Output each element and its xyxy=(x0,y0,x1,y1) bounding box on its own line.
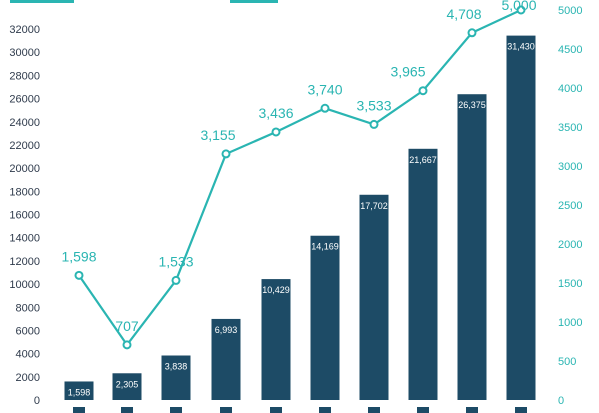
bar xyxy=(359,194,389,400)
x-axis-tick-mark xyxy=(368,407,380,413)
left-axis-tick-label: 20000 xyxy=(9,163,40,175)
bar xyxy=(261,279,291,400)
bar xyxy=(408,148,438,400)
bar-value-label: 14,169 xyxy=(311,242,339,252)
bar xyxy=(112,373,142,400)
x-axis-ticks xyxy=(73,407,527,413)
x-axis-tick-mark xyxy=(270,407,282,413)
bar-value-label: 1,598 xyxy=(68,387,91,397)
left-axis-tick-label: 0 xyxy=(34,395,40,407)
line-value-label: 1,533 xyxy=(158,253,193,269)
line-value-label: 5,000 xyxy=(501,0,536,13)
bar xyxy=(211,318,241,400)
left-axis-tick-label: 22000 xyxy=(9,140,40,152)
line-point xyxy=(320,103,330,113)
left-axis-tick-label: 18000 xyxy=(9,186,40,198)
x-axis-tick-mark xyxy=(319,407,331,413)
legend xyxy=(10,0,278,3)
line-point xyxy=(221,149,231,159)
bar xyxy=(506,35,536,401)
legend-swatch-line xyxy=(230,0,278,3)
line-point xyxy=(516,5,526,15)
bar-value-label: 31,430 xyxy=(507,42,535,52)
right-axis-tick-label: 1500 xyxy=(558,278,582,290)
bar-value-label: 3,838 xyxy=(165,362,188,372)
line-value-label: 707 xyxy=(115,318,139,334)
bar-series xyxy=(64,35,536,401)
line-point xyxy=(418,86,428,96)
right-axis-tick-label: 4000 xyxy=(558,83,582,95)
right-y-axis: 0 500 1000 1500 2000 2500 3000 3500 4000 4500 5000 xyxy=(558,5,582,407)
x-axis-tick-mark xyxy=(466,407,478,413)
bar-value-label: 2,305 xyxy=(116,379,139,389)
bar-value-label: 17,702 xyxy=(360,201,388,211)
right-axis-tick-label: 3500 xyxy=(558,122,582,134)
left-axis-tick-label: 4000 xyxy=(16,349,40,361)
line-value-label: 3,533 xyxy=(356,97,391,113)
left-axis-tick-label: 6000 xyxy=(16,325,40,337)
line-point xyxy=(369,119,379,129)
x-axis-tick-mark xyxy=(121,407,133,413)
left-axis-tick-label: 8000 xyxy=(16,302,40,314)
line-value-label: 3,436 xyxy=(258,105,293,121)
bar xyxy=(310,235,340,400)
line-point xyxy=(171,275,181,285)
left-axis-tick-label: 30000 xyxy=(9,47,40,59)
bar-value-label: 6,993 xyxy=(215,325,238,335)
x-axis-tick-mark xyxy=(73,407,85,413)
right-axis-tick-label: 5000 xyxy=(558,5,582,17)
left-axis-tick-label: 28000 xyxy=(9,70,40,82)
x-axis-tick-mark xyxy=(515,407,527,413)
line-value-label: 3,965 xyxy=(390,64,425,80)
x-axis-tick-mark xyxy=(417,407,429,413)
right-axis-tick-label: 0 xyxy=(558,395,564,407)
left-axis-tick-label: 16000 xyxy=(9,210,40,222)
right-axis-tick-label: 2000 xyxy=(558,239,582,251)
left-axis-tick-label: 32000 xyxy=(9,24,40,36)
line-value-label: 1,598 xyxy=(61,248,96,264)
right-axis-tick-label: 500 xyxy=(558,356,576,368)
left-axis-tick-label: 12000 xyxy=(9,256,40,268)
bar-value-label: 26,375 xyxy=(458,100,486,110)
line-point xyxy=(122,340,132,350)
bar xyxy=(457,94,487,400)
left-axis-tick-label: 2000 xyxy=(16,372,40,384)
left-axis-tick-label: 24000 xyxy=(9,117,40,129)
x-axis-tick-mark xyxy=(220,407,232,413)
legend-swatch-bar xyxy=(10,0,74,3)
bar-data-labels: 1,598 2,305 3,838 6,993 10,429 14,169 17,702 21… xyxy=(68,42,535,398)
bar xyxy=(64,381,94,400)
line-point xyxy=(74,270,84,280)
right-axis-tick-label: 3000 xyxy=(558,161,582,173)
left-y-axis: 0 2000 4000 6000 8000 10000 12000 14000 16000 180… xyxy=(9,24,40,407)
line-series xyxy=(74,5,526,350)
left-axis-tick-label: 14000 xyxy=(9,233,40,245)
line-value-label: 3,740 xyxy=(307,81,342,97)
line-data-labels: 1,598 707 1,533 3,155 3,436 3,740 3,533 3,965 4,… xyxy=(61,0,536,334)
line-point xyxy=(271,127,281,137)
left-axis-tick-label: 10000 xyxy=(9,279,40,291)
right-axis-tick-label: 4500 xyxy=(558,44,582,56)
x-axis-tick-mark xyxy=(170,407,182,413)
bar-value-label: 10,429 xyxy=(262,285,290,295)
right-axis-tick-label: 2500 xyxy=(558,200,582,212)
bar-value-label: 21,667 xyxy=(409,155,437,165)
left-axis-tick-label: 26000 xyxy=(9,94,40,106)
bar xyxy=(161,355,191,400)
line-path xyxy=(78,9,522,347)
line-value-label: 3,155 xyxy=(200,127,235,143)
right-axis-tick-label: 1000 xyxy=(558,317,582,329)
line-point xyxy=(467,28,477,38)
line-value-label: 4,708 xyxy=(446,6,481,22)
